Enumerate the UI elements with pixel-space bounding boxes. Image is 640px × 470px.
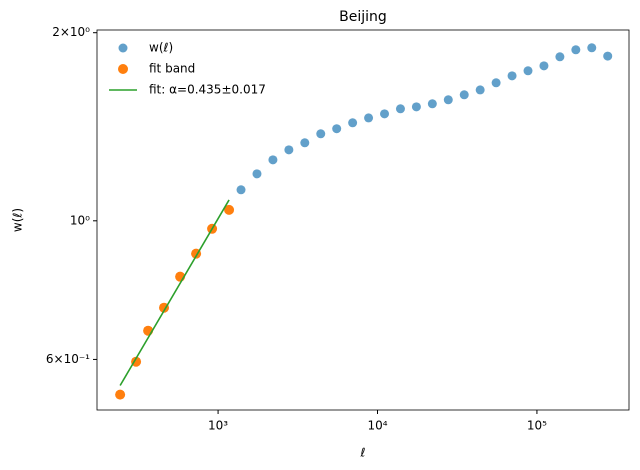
data-point: [475, 85, 485, 95]
data-point: [224, 204, 235, 215]
legend-swatch: [118, 43, 128, 53]
data-point: [523, 66, 533, 76]
data-point: [459, 90, 469, 100]
x-tick-label: 10³: [208, 419, 228, 433]
plot-frame: [96, 29, 630, 411]
data-point: [555, 52, 565, 62]
y-tick-label: 2×10⁰: [52, 25, 90, 39]
y-tick-label: 10⁰: [70, 213, 90, 227]
data-point: [427, 99, 437, 109]
fit-line: [119, 199, 230, 386]
x-tick-label: 10⁵: [527, 419, 547, 433]
data-point: [268, 155, 278, 165]
data-point: [603, 51, 613, 61]
data-point: [316, 129, 326, 139]
data-point: [380, 109, 390, 119]
data-point: [507, 71, 517, 81]
data-point: [539, 61, 549, 71]
legend-label: fit band: [149, 62, 195, 76]
data-point: [252, 169, 262, 179]
data-point: [115, 389, 126, 400]
x-axis-label: ℓ: [360, 446, 366, 460]
y-axis-label: w(ℓ): [11, 208, 25, 232]
chart-title: Beijing: [339, 9, 387, 25]
data-point: [332, 124, 342, 134]
data-point: [411, 102, 421, 112]
data-point: [236, 185, 246, 195]
y-tick-label: 6×10⁻¹: [46, 352, 90, 366]
data-point: [571, 45, 581, 55]
data-point: [131, 356, 142, 367]
data-point: [395, 104, 405, 114]
legend-label: fit: α=0.435±0.017: [149, 83, 266, 97]
data-point: [364, 113, 374, 123]
data-point: [443, 95, 453, 105]
data-point: [491, 78, 501, 88]
data-point: [284, 145, 294, 155]
data-point: [348, 118, 358, 128]
data-point: [587, 43, 597, 53]
x-tick-label: 10⁴: [367, 419, 387, 433]
data-point: [300, 138, 310, 148]
legend-label: w(ℓ): [149, 41, 173, 55]
legend-swatch: [118, 64, 128, 74]
